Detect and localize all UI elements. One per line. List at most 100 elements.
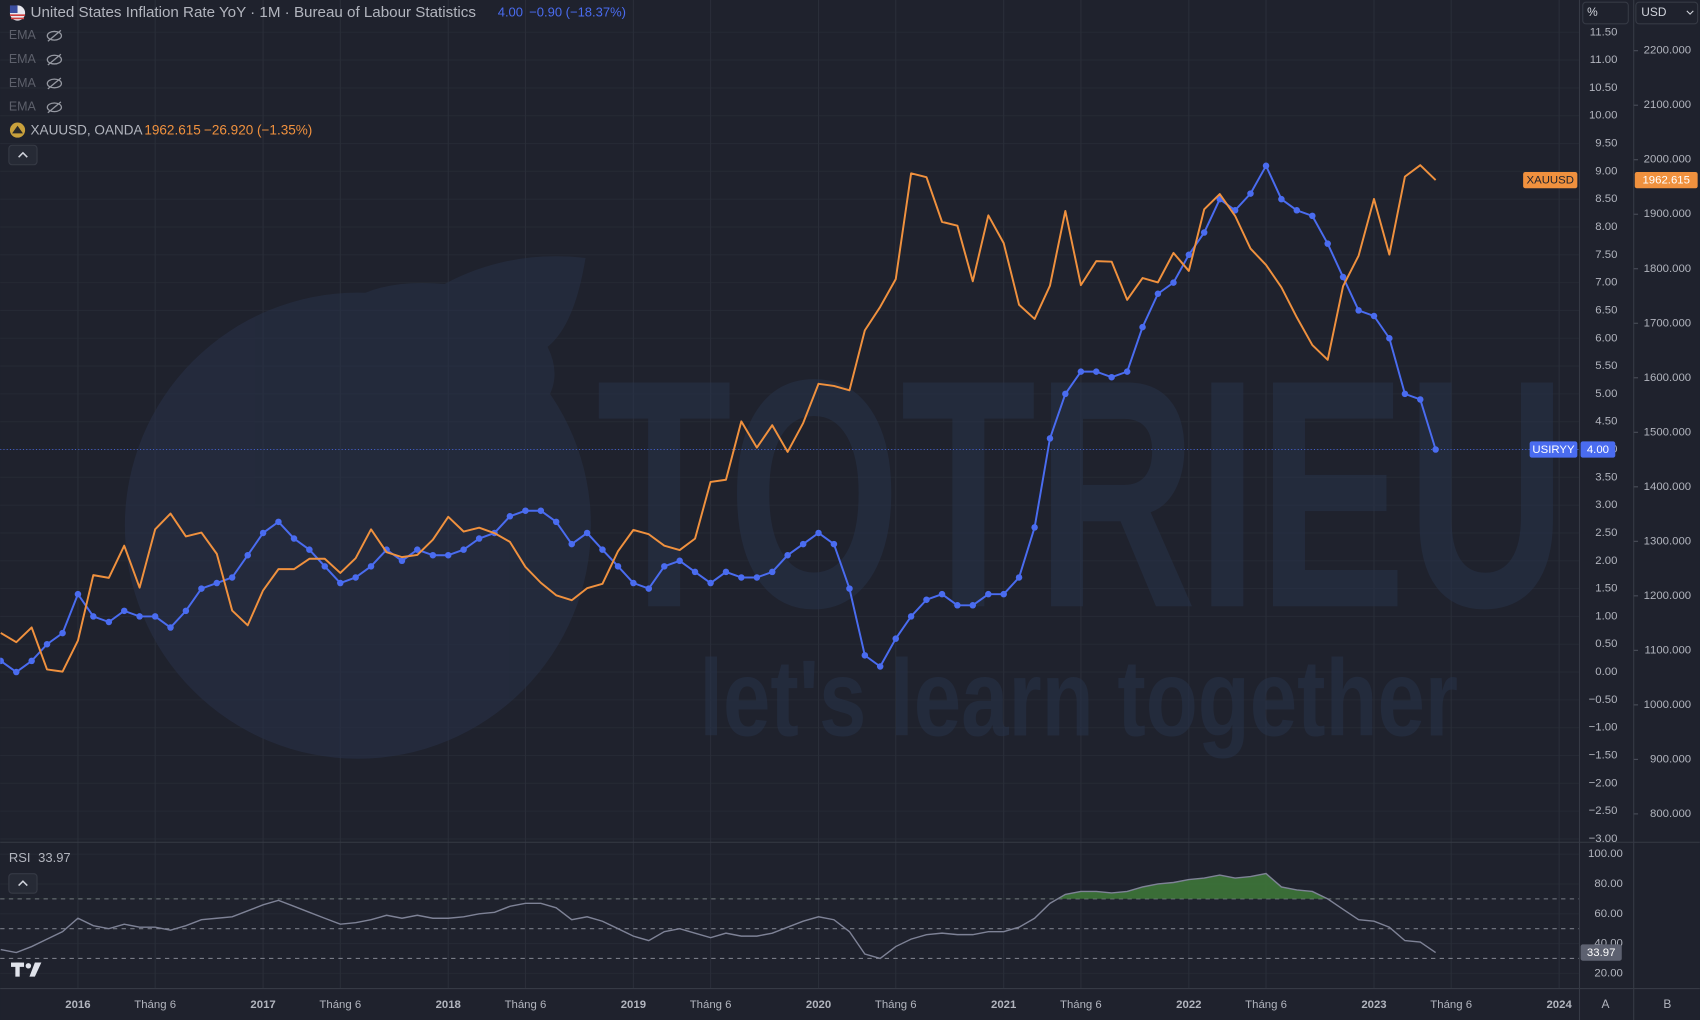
data-point	[74, 590, 82, 598]
flag-icon	[9, 5, 18, 14]
y-tick-label: 6.00	[1595, 332, 1617, 344]
rsi-title[interactable]: RSI	[9, 850, 31, 865]
y2-tick-label: 1800.000	[1644, 263, 1691, 275]
data-point	[707, 579, 714, 587]
data-point	[815, 529, 822, 537]
data-point	[90, 613, 97, 620]
hidden-eye-icon	[47, 53, 62, 66]
collapse-icon	[18, 151, 28, 158]
data-point	[1077, 368, 1085, 375]
settings-button[interactable]: B	[1663, 997, 1671, 1011]
price-tag	[1580, 441, 1616, 458]
data-point	[506, 513, 514, 520]
data-point	[352, 574, 359, 581]
data-point	[583, 529, 591, 537]
y2-tick-label: 2000.000	[1644, 154, 1691, 166]
data-point	[136, 613, 143, 620]
compare-symbol[interactable]: XAUUSD, OANDA	[31, 123, 143, 138]
data-point	[661, 563, 668, 570]
scale-dropdown[interactable]	[1582, 1, 1629, 25]
indicator-name[interactable]: EMA	[9, 52, 37, 66]
collapse-icon	[18, 880, 28, 887]
y2-tick-label: 800.000	[1650, 808, 1691, 820]
data-point	[645, 585, 653, 592]
y-tick-label: 1.50	[1595, 583, 1617, 595]
dropdown-icon	[1686, 10, 1694, 15]
change: −0.90 (−18.37%)	[529, 4, 626, 19]
x-tick-label: Tháng 6	[690, 999, 732, 1011]
y-tick-label: 8.00	[1595, 221, 1617, 233]
y-tick-label: −0.50	[1589, 694, 1618, 706]
data-point	[306, 546, 313, 553]
y2-tick-label: 900.000	[1650, 753, 1691, 765]
x-tick-label: 2021	[991, 999, 1017, 1011]
data-point	[1339, 273, 1347, 281]
y-tick-label: 2.00	[1595, 555, 1617, 567]
data-point	[1309, 212, 1316, 220]
grid	[0, 0, 1580, 989]
data-point	[275, 518, 282, 526]
x-tick-label: 2020	[806, 999, 831, 1011]
indicator-name[interactable]: EMA	[9, 100, 37, 114]
currency-dropdown[interactable]	[1635, 1, 1699, 25]
data-point	[753, 574, 761, 581]
rsi-line	[0, 872, 1437, 960]
data-point	[0, 657, 4, 665]
y-tick-label: 0.50	[1595, 638, 1617, 650]
indicator-name[interactable]: EMA	[9, 76, 37, 90]
data-point	[876, 663, 884, 670]
data-point	[722, 568, 730, 576]
indicator-list: EMA EMA EMA EMA	[9, 28, 63, 114]
y-tick-label: −1.00	[1589, 722, 1618, 734]
data-point	[846, 585, 853, 592]
hidden-eye-icon	[46, 78, 63, 89]
symbol-title[interactable]: United States Inflation Rate YoY · 1M · …	[31, 4, 477, 21]
data-point	[861, 652, 869, 659]
data-point	[1293, 207, 1301, 214]
data-point	[568, 540, 575, 548]
watermark-logo	[124, 292, 591, 759]
data-point	[799, 540, 807, 548]
x-tick-label: 2023	[1361, 999, 1386, 1011]
y-tick-label: 7.00	[1595, 277, 1617, 289]
data-point	[522, 507, 529, 514]
data-point	[1401, 390, 1409, 398]
y2-tick-label: 1900.000	[1644, 208, 1691, 220]
y-tick-label: 1.00	[1595, 610, 1617, 622]
hidden-eye-icon	[46, 30, 63, 41]
y-tick-label: 10.00	[1589, 110, 1617, 122]
y-tick-label: 5.00	[1595, 388, 1617, 400]
hidden-eye-icon	[46, 102, 63, 113]
watermark-slogan: let's learn together	[699, 637, 1458, 758]
main-pane	[0, 162, 1580, 676]
price-tags: USIRYY 4.00 XAUUSD 1962.615 33.97	[1523, 171, 1698, 961]
data-point	[259, 529, 267, 537]
scale-label[interactable]: %	[1587, 5, 1598, 19]
data-point	[938, 590, 946, 598]
data-point	[398, 557, 406, 565]
price-tag-label: 4.00	[1587, 444, 1609, 456]
y-tick-label: 6.50	[1595, 304, 1617, 316]
overbought-fill	[1057, 873, 1328, 899]
collapse-button[interactable]	[8, 144, 38, 166]
data-point	[1262, 162, 1270, 170]
x-tick-label: 2019	[621, 999, 646, 1011]
price-tag-label: 1962.615	[1642, 175, 1689, 187]
data-point	[1123, 368, 1131, 375]
indicator-name[interactable]: EMA	[9, 28, 37, 42]
collapse-button[interactable]	[8, 873, 38, 894]
y-tick-label: 3.00	[1595, 499, 1617, 511]
data-point	[414, 546, 421, 553]
data-point	[969, 602, 977, 609]
y2-tick-label: 1200.000	[1644, 590, 1691, 602]
y2-tick-label: 1500.000	[1644, 426, 1691, 438]
auto-scale-button[interactable]: A	[1602, 997, 1610, 1011]
rsi-tag	[1580, 944, 1622, 961]
currency-label[interactable]: USD	[1641, 5, 1667, 19]
data-point	[537, 507, 545, 514]
data-point	[1154, 290, 1162, 297]
data-point	[830, 540, 838, 548]
